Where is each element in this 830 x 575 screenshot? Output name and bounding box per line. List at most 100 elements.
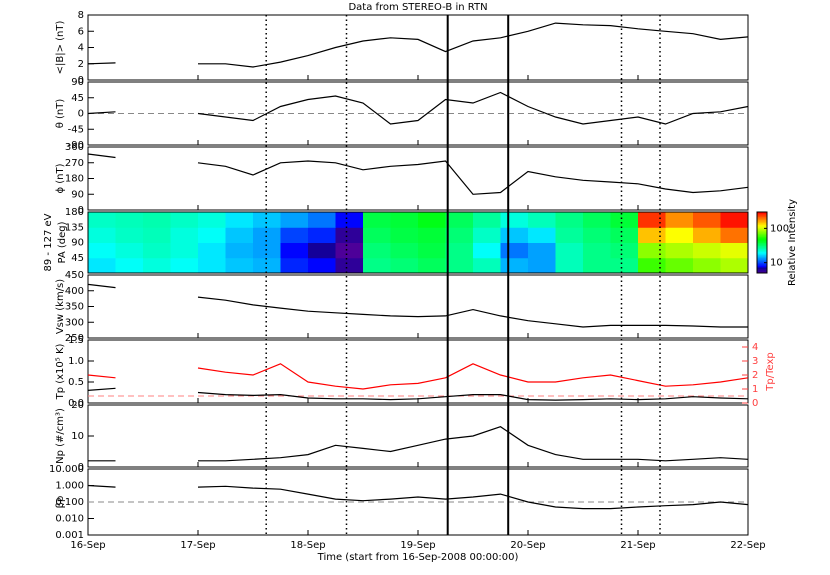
heat-cell [280, 257, 309, 274]
colorbar-segment [757, 216, 767, 219]
colorbar-segment [757, 225, 767, 228]
colorbar-segment [757, 219, 767, 222]
heat-cell [308, 212, 336, 228]
colorbar-segment [757, 234, 767, 237]
heat-cell [500, 257, 529, 274]
x-tick-label: 20-Sep [510, 540, 545, 551]
colorbar-segment [757, 236, 767, 239]
heat-cell [418, 212, 446, 228]
chart-title: Data from STEREO-B in RTN [348, 2, 487, 13]
y-tick-label: 0.0 [68, 398, 84, 409]
panel-frame [87, 146, 749, 211]
heat-cell [473, 227, 501, 243]
heat-cell [638, 212, 666, 228]
colorbar-label: Relative Intensity [787, 199, 798, 286]
colorbar-segment [757, 218, 767, 221]
heat-cell [500, 242, 529, 259]
y-tick-label: 1.5 [68, 335, 84, 346]
data-line [87, 22, 749, 68]
heat-cell [583, 242, 611, 259]
colorbar-segment [757, 248, 767, 251]
colorbar-segment [757, 247, 767, 250]
y-tick-label: 0.001 [55, 530, 84, 541]
heat-cell [335, 242, 364, 259]
heat-cell [225, 242, 254, 259]
heat-cell [665, 212, 694, 228]
y-tick-label: 2 [78, 59, 84, 70]
x-tick-label: 19-Sep [400, 540, 435, 551]
y-tick-label: -45 [68, 124, 84, 135]
heat-cell [88, 227, 116, 243]
colorbar-segment [757, 253, 767, 256]
heat-cell [610, 227, 639, 243]
heat-cell [445, 242, 474, 259]
data-line [87, 387, 749, 401]
y-tick-label: 90 [71, 77, 84, 88]
heat-cell [390, 257, 419, 274]
heat-cell [390, 227, 419, 243]
y2-tick-label: 4 [752, 342, 758, 353]
y-tick-label: 270 [65, 158, 84, 169]
heat-cell [198, 227, 226, 243]
data-line [87, 484, 749, 510]
heat-cell [363, 242, 391, 259]
heat-cell [693, 257, 721, 274]
heat-cell [418, 227, 446, 243]
heat-cell [528, 212, 556, 228]
heat-cell [418, 257, 446, 274]
y-axis-label: ϕ (nT) [55, 163, 66, 193]
heat-cell [610, 257, 639, 274]
y-tick-label: 10.000 [49, 464, 84, 475]
colorbar-segment [757, 239, 767, 242]
heat-cell [335, 227, 364, 243]
heat-cell [143, 242, 171, 259]
x-tick-label: 21-Sep [620, 540, 655, 551]
heat-cell [665, 257, 694, 274]
y-tick-label: 250 [65, 333, 84, 344]
y-tick-label: 400 [65, 286, 84, 297]
heat-cell [335, 212, 364, 228]
heat-cell [500, 212, 529, 228]
y-axis-label: βp [55, 496, 66, 509]
heat-cell [693, 212, 721, 228]
heat-cell [445, 227, 474, 243]
colorbar-segment [757, 228, 767, 231]
heat-cell [720, 212, 749, 228]
colorbar-segment [757, 222, 767, 225]
panel-frame [87, 14, 749, 81]
heat-cell [638, 242, 666, 259]
y-tick-label: 45 [71, 93, 84, 104]
data-line [87, 153, 749, 195]
colorbar-segment [757, 268, 767, 271]
x-tick-label: 16-Sep [70, 540, 105, 551]
data-line [87, 363, 749, 390]
colorbar-segment [757, 271, 767, 274]
colorbar-segment [757, 221, 767, 224]
heat-cell [528, 257, 556, 274]
heat-cell [473, 257, 501, 274]
colorbar-segment [757, 230, 767, 233]
heat-cell [115, 242, 144, 259]
colorbar-segment [757, 224, 767, 227]
data-line [88, 426, 749, 462]
y-axis-label: θ (nT) [55, 99, 66, 129]
y-tick-label: 0 [78, 75, 84, 86]
y-tick-label: 45 [71, 253, 84, 264]
heat-cell [143, 227, 171, 243]
colorbar-segment [757, 262, 767, 265]
colorbar-segment [757, 227, 767, 230]
colorbar-segment [757, 231, 767, 234]
heat-cell [555, 227, 584, 243]
heat-cell [720, 227, 749, 243]
y-tick-label: 1.000 [55, 481, 84, 492]
colorbar-segment [757, 257, 767, 260]
panel-frame [87, 274, 749, 339]
heat-cell [638, 227, 666, 243]
y-tick-label: 90 [71, 189, 84, 200]
x-axis-label: Time (start from 16-Sep-2008 00:00:00) [317, 552, 519, 563]
heat-cell [610, 242, 639, 259]
colorbar-segment [757, 242, 767, 245]
heat-cell [143, 257, 171, 274]
y2-tick-label: 2 [752, 370, 758, 381]
colorbar-segment [757, 240, 767, 243]
